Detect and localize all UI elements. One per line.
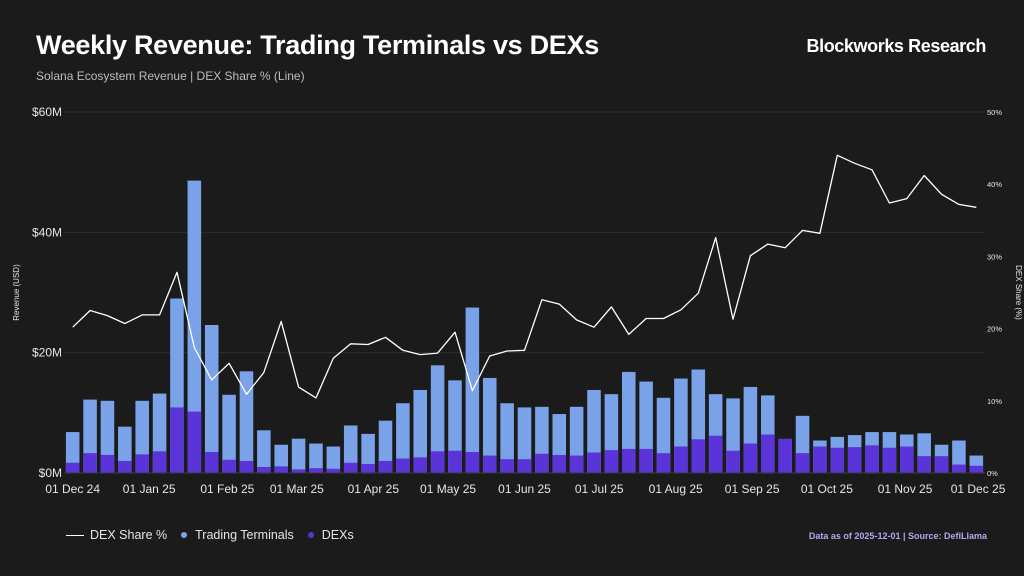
x-tick-label: 01 Feb 25: [200, 482, 254, 496]
bar-dexs: [274, 466, 288, 473]
bar-dexs: [674, 447, 688, 473]
bar-dexs: [361, 464, 375, 473]
bar-dexs: [396, 459, 410, 473]
bar-dexs: [726, 451, 740, 473]
x-tick-label: 01 Nov 25: [878, 482, 933, 496]
y-tick-label: $20M: [32, 346, 62, 360]
x-tick-label: 01 Apr 25: [348, 482, 400, 496]
bar-dexs: [691, 439, 705, 473]
y2-tick-label: 30%: [987, 252, 1002, 261]
bar-dexs: [379, 461, 393, 473]
bar-dexs: [831, 448, 845, 473]
bar-trading-terminals: [292, 439, 306, 473]
bar-dexs: [222, 460, 236, 473]
bar-dexs: [778, 439, 792, 473]
y-tick-label: $60M: [32, 105, 62, 119]
y2-tick-label: 0%: [987, 469, 998, 478]
x-tick-label: 01 Jan 25: [123, 482, 176, 496]
bar-dexs: [153, 451, 167, 473]
bar-dexs: [205, 452, 219, 473]
bar-dexs: [622, 449, 636, 473]
bar-dexs: [744, 444, 758, 473]
bar-dexs: [118, 461, 132, 473]
legend-line-swatch: [66, 535, 84, 536]
y2-tick-label: 50%: [987, 108, 1002, 117]
bar-dexs: [83, 453, 97, 473]
bar-dexs: [935, 456, 949, 473]
bar-dexs: [240, 461, 254, 473]
bar-dexs: [587, 453, 601, 473]
bar-dexs: [135, 454, 149, 473]
x-tick-label: 01 Aug 25: [649, 482, 703, 496]
x-tick-label: 01 Oct 25: [801, 482, 853, 496]
x-tick-label: 01 Dec 25: [951, 482, 1006, 496]
bar-dexs: [327, 469, 341, 473]
legend-label: DEXs: [322, 528, 354, 542]
y2-tick-label: 40%: [987, 180, 1002, 189]
bar-dexs: [188, 412, 202, 473]
bar-trading-terminals: [205, 325, 219, 473]
legend-label: DEX Share %: [90, 528, 167, 542]
bar-trading-terminals: [257, 430, 271, 473]
bar-dexs: [605, 450, 619, 473]
legend-item-dex-share[interactable]: DEX Share %: [66, 528, 167, 542]
bar-dexs: [413, 457, 427, 473]
legend-item-dexs[interactable]: DEXs: [308, 528, 354, 542]
x-tick-label: 01 Mar 25: [270, 482, 324, 496]
bar-dexs: [639, 449, 653, 473]
y2-axis-title: DEX Share (%): [1014, 265, 1023, 320]
bar-dexs: [483, 456, 497, 473]
bar-dexs: [813, 447, 827, 473]
legend-label: Trading Terminals: [195, 528, 294, 542]
bar-dexs: [535, 454, 549, 473]
bar-dexs: [500, 459, 514, 473]
bar-dexs: [900, 447, 914, 473]
bar-dexs: [170, 407, 184, 473]
bar-dexs: [883, 448, 897, 473]
bar-dexs: [570, 456, 584, 473]
bar-dexs: [101, 455, 115, 473]
x-tick-label: 01 Jul 25: [575, 482, 624, 496]
x-tick-label: 01 Dec 24: [45, 482, 100, 496]
chart-legend: DEX Share % Trading Terminals DEXs: [66, 528, 368, 542]
bar-dexs: [309, 468, 323, 473]
bar-dexs: [796, 453, 810, 473]
legend-dot-swatch: [308, 532, 314, 538]
bar-dexs: [292, 469, 306, 473]
bar-dexs: [431, 451, 445, 473]
bar-dexs: [466, 452, 480, 473]
y-tick-label: $40M: [32, 225, 62, 239]
bar-dexs: [952, 465, 966, 473]
bar-dexs: [848, 447, 862, 473]
legend-item-trading-terminals[interactable]: Trading Terminals: [181, 528, 294, 542]
bar-dexs: [552, 455, 566, 473]
x-tick-label: 01 Jun 25: [498, 482, 551, 496]
bar-dexs: [917, 456, 931, 473]
bar-dexs: [865, 445, 879, 473]
bar-dexs: [518, 459, 532, 473]
x-tick-label: 01 May 25: [420, 482, 476, 496]
y2-tick-label: 10%: [987, 397, 1002, 406]
bar-dexs: [344, 463, 358, 473]
bar-dexs: [657, 453, 671, 473]
bar-dexs: [970, 466, 984, 473]
x-tick-label: 01 Sep 25: [725, 482, 780, 496]
y2-tick-label: 20%: [987, 325, 1002, 334]
bar-dexs: [257, 467, 271, 473]
legend-dot-swatch: [181, 532, 187, 538]
bar-dexs: [66, 463, 80, 473]
y-axis-title: Revenue (USD): [12, 264, 21, 321]
bar-dexs: [761, 434, 775, 473]
source-note: Data as of 2025-12-01 | Source: DefiLlam…: [809, 531, 987, 541]
bar-dexs: [709, 436, 723, 473]
bar-dexs: [448, 451, 462, 473]
y-tick-label: $0M: [39, 466, 62, 480]
